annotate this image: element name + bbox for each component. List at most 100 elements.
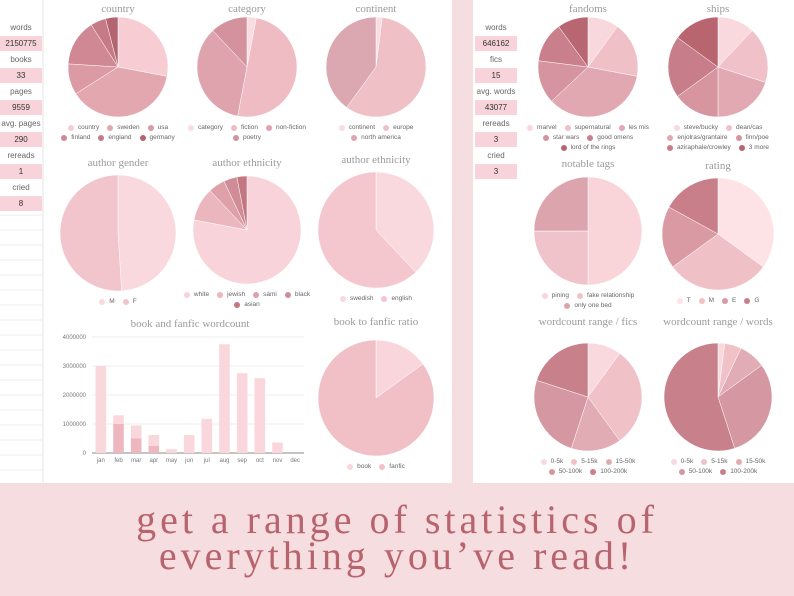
legend-label: sámi <box>263 291 277 298</box>
legend-swatch <box>548 468 555 475</box>
stat-value: 2150775 <box>0 36 42 51</box>
legend-swatch <box>188 124 195 131</box>
stat-value: 15 <box>475 68 517 83</box>
legend-label: asian <box>244 301 260 308</box>
pie-slice <box>558 16 589 68</box>
pie-slice <box>346 17 427 118</box>
bar <box>130 438 142 453</box>
pie-slice <box>672 233 764 291</box>
legend-item: country <box>67 123 99 132</box>
legend-label: 50-100k <box>688 468 713 475</box>
legend-swatch <box>564 302 571 309</box>
legend-label: fiction <box>240 124 258 131</box>
legend-label: M <box>109 298 115 305</box>
legend-swatch <box>234 301 241 308</box>
legend: 0-5k 5-15k 15-50k 50-100k 100-200k <box>523 457 653 476</box>
legend: steve/bucky dean/cas enjolras/grantaire fin… <box>653 123 783 152</box>
pie-slice <box>536 342 589 398</box>
legend-label: 0-5k <box>680 458 694 465</box>
x-tick-label: feb <box>114 458 123 464</box>
chart-title: author ethnicity <box>341 154 411 166</box>
chart-title: ships <box>707 3 730 15</box>
legend-item: 15-50k <box>735 457 765 466</box>
legend: book fanfic <box>311 462 441 471</box>
legend-label: poetry <box>242 134 262 141</box>
legend-label: usa <box>157 124 169 131</box>
legend-label: M <box>708 297 714 304</box>
pie-slice <box>375 171 435 273</box>
legend-item: 3 more <box>738 143 770 152</box>
legend-label: fake relationship <box>587 292 635 299</box>
stat-value: 3 <box>475 132 517 147</box>
bar <box>254 378 266 453</box>
legend-label: 100-200k <box>600 468 628 475</box>
legend-label: only one bed <box>574 302 612 309</box>
y-tick-label: 3000000 <box>63 364 87 370</box>
legend-item: aziraphale/crowley <box>666 143 731 152</box>
y-tick-label: 0 <box>83 451 87 457</box>
legend-label: enjolras/grantaire <box>677 134 728 141</box>
legend-item: 50-100k <box>678 467 713 476</box>
pie-slice <box>677 16 719 68</box>
legend-swatch <box>701 458 708 465</box>
bar <box>166 449 177 453</box>
stat-label: avg. pages <box>0 116 42 131</box>
legend-label: F <box>132 298 137 305</box>
legend-item: sámi <box>253 290 277 299</box>
legend-item: star wars <box>542 133 580 142</box>
legend-label: aziraphale/crowley <box>676 144 731 151</box>
pie-slice <box>717 30 769 83</box>
legend-label: sweden <box>117 124 140 131</box>
legend-swatch <box>735 458 742 465</box>
legend-label: 3 more <box>748 144 770 151</box>
stat-label: avg. words <box>475 84 517 99</box>
pie-slice <box>59 174 122 292</box>
legend-item: english <box>381 294 412 303</box>
stat-value: 9559 <box>0 100 42 115</box>
legend-label: pining <box>551 292 569 299</box>
stat-value: 8 <box>0 196 42 211</box>
bar <box>183 435 195 453</box>
x-tick-label: aug <box>219 458 229 464</box>
legend-swatch <box>542 134 549 141</box>
pie-slice <box>117 174 177 292</box>
legend-label: black <box>294 291 311 298</box>
legend-item: asian <box>234 300 260 309</box>
legend: pining fake relationship only one bed <box>523 291 653 310</box>
legend-item: continent <box>338 123 375 132</box>
legend-label: star wars <box>552 134 580 141</box>
legend-item: fiction <box>230 123 258 132</box>
legend-item: supernatural <box>564 123 611 132</box>
pie-slice <box>570 396 621 452</box>
stat-value: 646162 <box>475 36 517 51</box>
legend: swedish english <box>311 294 441 303</box>
legend-item: enjolras/grantaire <box>667 133 728 142</box>
stat-label: books <box>0 52 42 67</box>
pie-slice <box>587 176 643 286</box>
stat-label: words <box>0 20 42 35</box>
bar <box>201 418 213 453</box>
pie-slice <box>325 16 377 108</box>
pie-slice <box>236 175 248 231</box>
legend-swatch <box>339 295 346 302</box>
bar <box>130 425 142 439</box>
legend-item: poetry <box>232 133 262 142</box>
legend-item: 0-5k <box>670 457 694 466</box>
legend-label: england <box>108 134 132 141</box>
legend-item: 100-200k <box>590 467 627 476</box>
legend-item: fanfic <box>379 462 405 471</box>
x-tick-label: sep <box>237 458 247 464</box>
legend-swatch <box>673 124 680 131</box>
legend-swatch <box>540 458 547 465</box>
legend-swatch <box>99 298 106 305</box>
stat-label: fics <box>475 52 517 67</box>
bar <box>219 344 230 453</box>
pie-slice <box>196 30 248 117</box>
legend-swatch <box>744 297 751 304</box>
legend-label: germany <box>149 134 175 141</box>
legend-swatch <box>98 134 105 141</box>
legend-label: marvel <box>537 124 557 131</box>
chart-title: book and fanfic wordcount <box>131 318 250 330</box>
legend-item: england <box>98 133 132 142</box>
